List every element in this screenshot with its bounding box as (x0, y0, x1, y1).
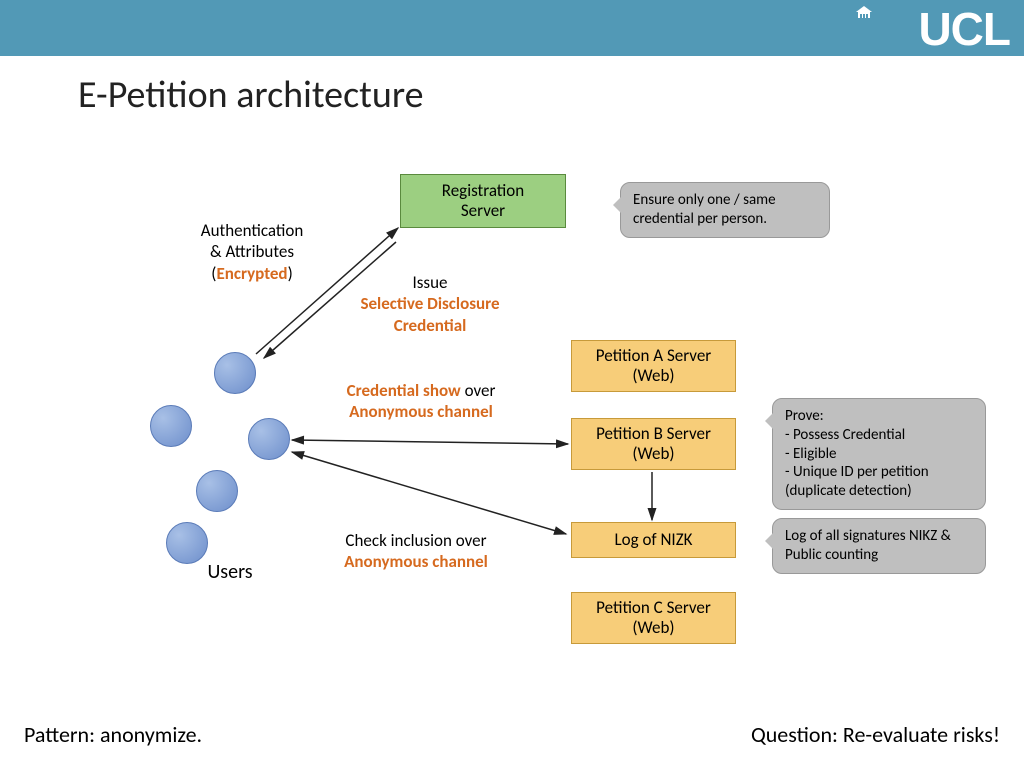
callout-c2: Prove: - Possess Credential - Eligible -… (772, 398, 986, 510)
node-petA: Petition A Server (Web) (571, 340, 736, 392)
user-dot-2 (248, 418, 290, 460)
node-petC: Petition C Server (Web) (571, 592, 736, 644)
label-issue: Issue Selective Disclosure Credential (330, 272, 530, 336)
node-reg: Registration Server (400, 174, 566, 228)
arrow-2 (292, 440, 568, 444)
user-dot-1 (150, 405, 192, 447)
label-check: Check inclusion over Anonymous channel (306, 530, 526, 573)
callout-c3: Log of all signatures NIKZ & Public coun… (772, 518, 986, 574)
callout-c1: Ensure only one / same credential per pe… (620, 182, 830, 238)
user-dot-4 (166, 522, 208, 564)
arrow-3 (292, 452, 566, 534)
diagram-canvas: Registration Server Petition A Server (We… (0, 0, 1024, 768)
user-dot-0 (214, 352, 256, 394)
node-petB: Petition B Server (Web) (571, 418, 736, 470)
label-auth: Authentication & Attributes (Encrypted) (168, 220, 336, 284)
footer-right: Question: Re-evaluate risks! (751, 721, 1000, 748)
footer-left: Pattern: anonymize. (24, 721, 202, 748)
label-show: Credential show over Anonymous channel (306, 380, 536, 423)
label-users: Users (190, 560, 270, 585)
user-dot-3 (196, 470, 238, 512)
node-log: Log of NIZK (571, 522, 736, 558)
